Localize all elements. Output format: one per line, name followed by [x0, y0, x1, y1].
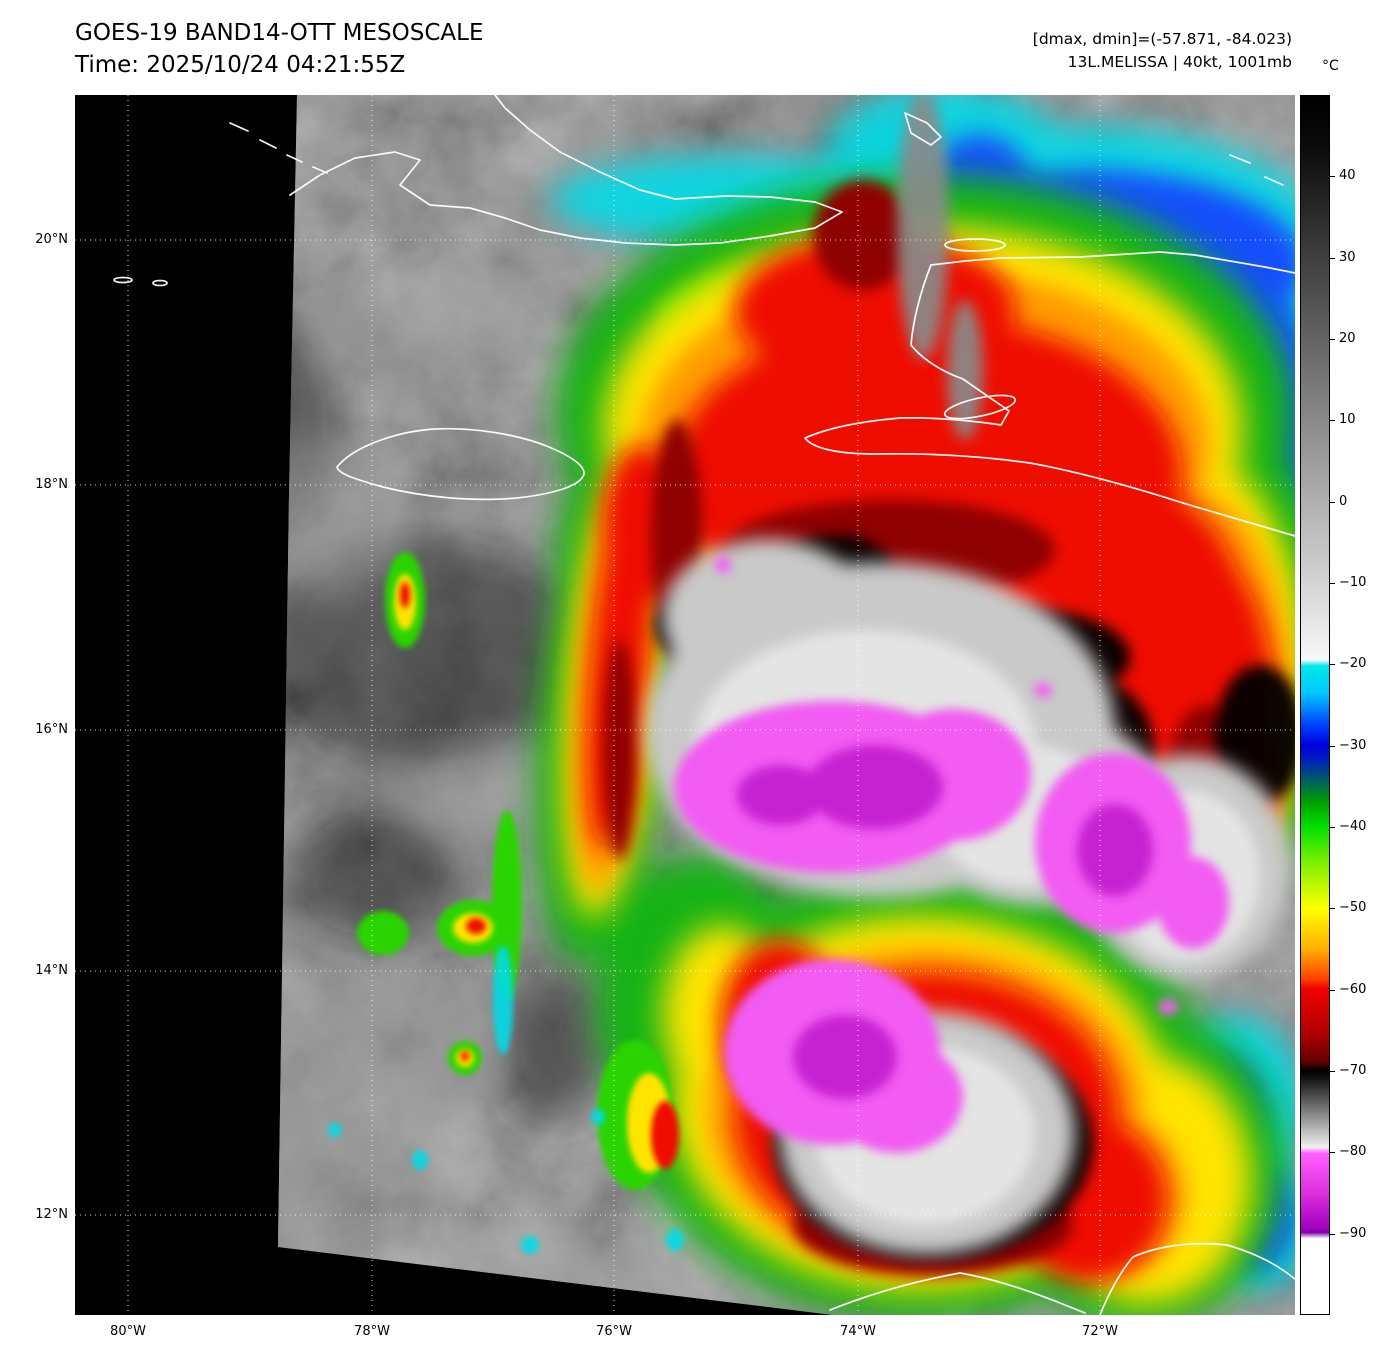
- colorbar-tick-label: 10: [1339, 412, 1356, 427]
- lon-label-80w: 80°W: [110, 1324, 146, 1339]
- lat-label-12n: 12°N: [35, 1207, 68, 1222]
- lon-label-78w: 78°W: [354, 1324, 390, 1339]
- colorbar-tick: [1330, 176, 1335, 177]
- colorbar-tick-label: 0: [1339, 494, 1348, 509]
- lon-label-72w: 72°W: [1082, 1324, 1118, 1339]
- colorbar-tick-label: −90: [1339, 1226, 1367, 1241]
- satellite-map: Copyright © 2020-2025 Dapiya: [75, 94, 1296, 1316]
- lat-label-18n: 18°N: [35, 477, 68, 492]
- colorbar-tick: [1330, 258, 1335, 259]
- colorbar-tick-label: −50: [1339, 900, 1367, 915]
- colorbar-tick: [1330, 420, 1335, 421]
- colorbar-tick: [1330, 339, 1335, 340]
- colorbar: [1300, 95, 1330, 1315]
- storm-info: 13L.MELISSA | 40kt, 1001mb: [1067, 53, 1292, 71]
- lat-label-14n: 14°N: [35, 963, 68, 978]
- colorbar-unit-label: °C: [1322, 58, 1339, 74]
- colorbar-tick-label: −60: [1339, 982, 1367, 997]
- map-gridlines: [75, 95, 1295, 1315]
- coastlines: [113, 94, 1296, 1316]
- colorbar-tick: [1330, 746, 1335, 747]
- colorbar-tick-label: 20: [1339, 331, 1356, 346]
- colorbar-tick-label: −30: [1339, 738, 1367, 753]
- colorbar-tick-label: 30: [1339, 250, 1356, 265]
- page-title: GOES-19 BAND14-OTT MESOSCALE: [75, 20, 484, 46]
- colorbar-tick: [1330, 502, 1335, 503]
- satellite-image: [75, 94, 1296, 1316]
- colorbar-tick: [1330, 990, 1335, 991]
- colorbar-tick-label: −10: [1339, 575, 1367, 590]
- colorbar-tick: [1330, 583, 1335, 584]
- colorbar-tick: [1330, 827, 1335, 828]
- lon-label-76w: 76°W: [596, 1324, 632, 1339]
- colorbar-tick-label: −80: [1339, 1144, 1367, 1159]
- lat-label-16n: 16°N: [35, 722, 68, 737]
- colorbar-tick-label: −40: [1339, 819, 1367, 834]
- colorbar-tick-label: −70: [1339, 1063, 1367, 1078]
- colorbar-tick: [1330, 908, 1335, 909]
- colorbar-tick: [1330, 664, 1335, 665]
- colorbar-tick-label: 40: [1339, 168, 1356, 183]
- dmax-dmin-readout: [dmax, dmin]=(-57.871, -84.023): [1032, 30, 1292, 48]
- lon-label-74w: 74°W: [840, 1324, 876, 1339]
- colorbar-tick-label: −20: [1339, 656, 1367, 671]
- colorbar-tick: [1330, 1234, 1335, 1235]
- lat-label-20n: 20°N: [35, 232, 68, 247]
- timestamp: Time: 2025/10/24 04:21:55Z: [75, 52, 406, 78]
- colorbar-tick: [1330, 1071, 1335, 1072]
- cloud-imagery: [278, 95, 1295, 1315]
- colorbar-tick: [1330, 1152, 1335, 1153]
